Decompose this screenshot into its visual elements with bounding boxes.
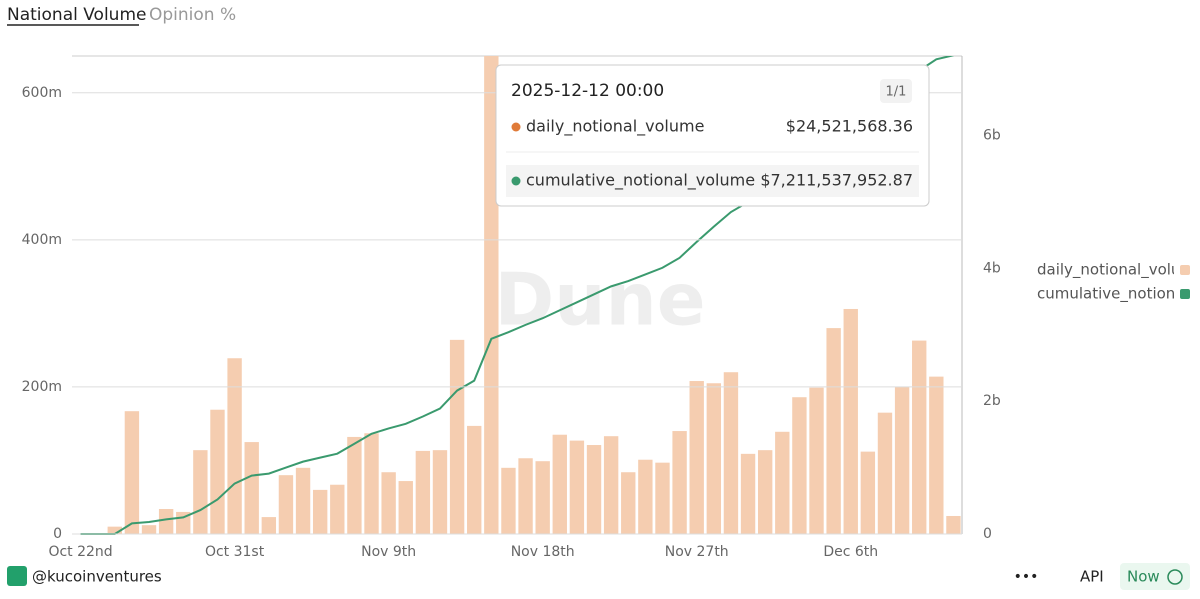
x-tick-label: Nov 27th [665, 544, 729, 560]
x-tick-label: Nov 9th [361, 544, 416, 560]
x-tick-label: Nov 18th [511, 544, 575, 560]
bar [894, 386, 910, 534]
bar [912, 340, 927, 534]
status-icon [1167, 569, 1183, 585]
bar [193, 450, 208, 534]
bar [672, 431, 687, 534]
y2-tick-label: 0 [983, 526, 992, 542]
x-tick-label: Dec 6th [823, 544, 878, 560]
tooltip-name: daily_notional_volume [526, 117, 704, 137]
bar [158, 508, 174, 534]
bar [757, 450, 773, 534]
y2-tick-label: 2b [983, 393, 1001, 409]
tooltip-dot [511, 176, 521, 186]
bar [860, 451, 876, 534]
legend-label: cumulative_notional_volume [1037, 285, 1200, 304]
bar [244, 442, 259, 534]
bar [278, 475, 294, 534]
bar [689, 381, 704, 534]
bar [467, 425, 482, 534]
bar [364, 433, 379, 534]
bar [535, 461, 550, 534]
tooltip-value: $7,211,537,952.87 [760, 171, 913, 190]
bar [706, 383, 722, 534]
avatar [7, 566, 27, 586]
bar [586, 445, 602, 534]
bar [398, 481, 413, 534]
tooltip-page-bg [880, 79, 912, 103]
x-tick-label: Oct 22nd [48, 544, 112, 560]
bar [775, 431, 790, 534]
bar [552, 434, 567, 534]
bar [295, 467, 311, 534]
x-tick-label: Oct 31st [205, 544, 265, 560]
bar [723, 372, 739, 534]
tooltip-name: cumulative_notional_volume [526, 171, 755, 191]
bar [655, 462, 670, 534]
bar [826, 328, 841, 534]
bar [484, 56, 499, 534]
tab-active[interactable]: National Volume [7, 5, 146, 25]
watermark: Dune [494, 258, 705, 342]
bar [946, 515, 961, 534]
bar [347, 436, 362, 534]
tab[interactable]: Opinion % [149, 5, 236, 25]
bar [432, 450, 448, 534]
bar [210, 409, 225, 534]
tooltip: 2025-12-12 00:00 1/1 daily_notional_volu… [495, 64, 930, 207]
bar [929, 376, 944, 534]
bar [809, 387, 824, 534]
bar [227, 358, 242, 534]
y-tick-label: 400m [22, 232, 62, 248]
tooltip-page: 1/1 [886, 85, 907, 100]
y-tick-label: 600m [22, 85, 62, 101]
status[interactable]: Now [1127, 568, 1160, 586]
bar [261, 517, 277, 534]
tooltip-title: 2025-12-12 00:00 [511, 81, 664, 101]
api-button[interactable]: API [1080, 568, 1104, 586]
legend-clip: daily_notional_volume [1037, 261, 1200, 280]
tooltip-dot [511, 122, 521, 132]
bar [792, 397, 807, 534]
legend-label: daily_notional_volume [1037, 261, 1200, 280]
bar [518, 458, 533, 534]
bar [381, 472, 396, 534]
bar [312, 489, 328, 534]
bar [330, 484, 345, 534]
bar [638, 459, 653, 534]
y2-tick-label: 6b [983, 128, 1001, 144]
bar [877, 412, 893, 534]
y2-tick-label: 4b [983, 260, 1001, 276]
bar [141, 525, 157, 534]
legend-swatch [1180, 265, 1190, 275]
bar [449, 339, 465, 534]
tooltip-highlight [506, 165, 919, 197]
bar [621, 472, 636, 534]
bar [843, 308, 858, 534]
bar [740, 453, 756, 534]
bar [501, 467, 516, 534]
bar [415, 450, 431, 534]
plot [80, 56, 961, 535]
bar [124, 411, 140, 534]
bar [603, 436, 619, 534]
legend-swatch [1180, 289, 1190, 299]
y-tick-label: 0 [53, 526, 62, 542]
tooltip-value: $24,521,568.36 [786, 117, 913, 136]
bar [569, 440, 585, 534]
y-tick-label: 200m [22, 379, 62, 395]
legend-clip: cumulative_notional_volume [1037, 285, 1200, 304]
handle[interactable]: @kucoinventures [32, 568, 162, 586]
bar [107, 526, 122, 534]
menu[interactable]: ••• [1014, 569, 1039, 585]
